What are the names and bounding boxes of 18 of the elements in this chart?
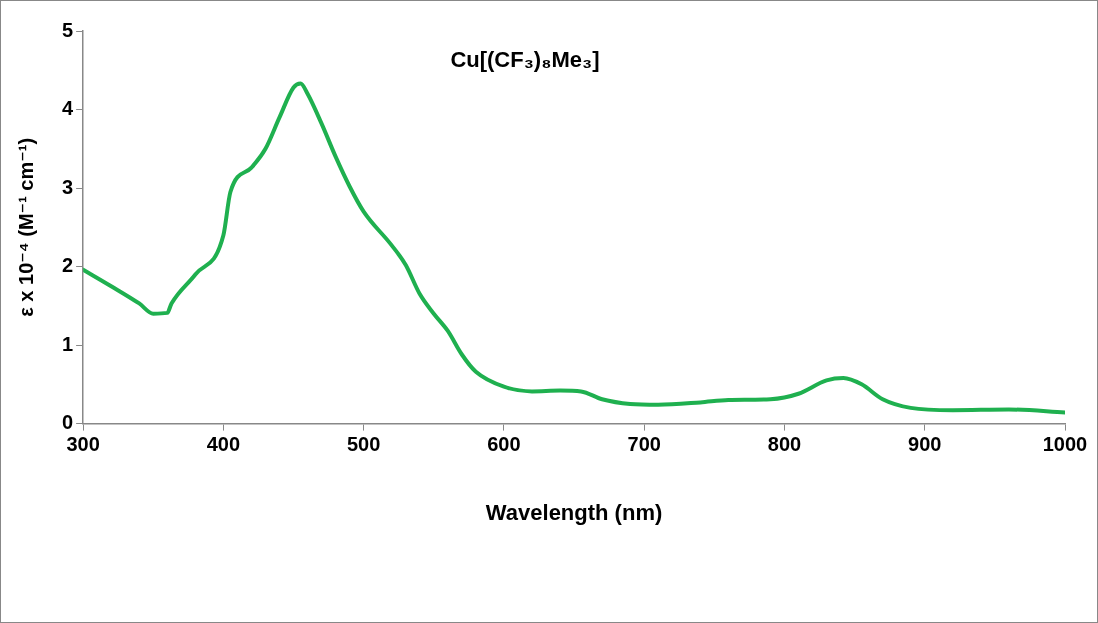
y-tick-label: 0 [62,411,74,434]
text: Cu[(CF₃)₈Me₃] [450,47,600,73]
x-tick-label: 1000 [1042,433,1088,456]
y-tick-label: 2 [62,254,74,277]
y-tick-label: 4 [62,97,74,120]
x-tick-label: 800 [767,433,802,456]
x-tick-label: 900 [908,433,942,456]
y-tick-label: 3 [62,175,74,198]
y-tick-label: 5 [62,18,74,41]
y-axis-title: ε x 10⁻⁴ (M⁻¹ cm⁻¹) [14,137,37,317]
x-tick-label: 300 [66,433,100,456]
x-tick-label: 500 [346,433,381,456]
y-tick-label: 1 [62,332,74,355]
x-axis-title: Wavelength (nm) [485,499,663,525]
line-series [83,81,1065,415]
x-tick-label: 600 [487,433,521,456]
x-tick-label: 700 [627,433,661,456]
x-tick-label: 400 [206,433,241,456]
